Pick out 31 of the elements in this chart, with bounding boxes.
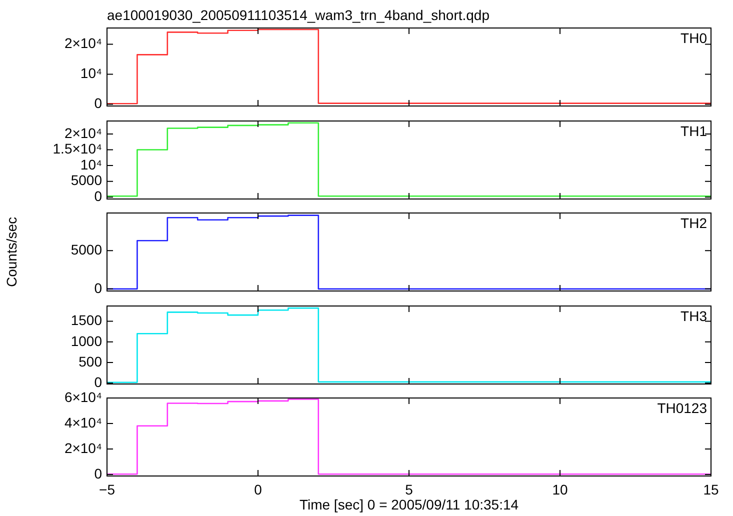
y-tick-label: 0 — [94, 466, 102, 482]
y-tick-label: 10⁴ — [80, 65, 102, 82]
y-tick-label: 2×10⁴ — [64, 440, 102, 456]
y-tick-label: 5000 — [70, 242, 102, 258]
y-tick-label: 5000 — [70, 172, 102, 188]
y-tick-label: 0 — [94, 95, 102, 112]
text: TH3 — [680, 308, 708, 324]
text: TH0 — [680, 30, 708, 46]
y-tick-label: 0 — [94, 280, 102, 296]
y-tick-label: 10⁴ — [80, 156, 102, 172]
x-axis-title: Time [sec] 0 = 2005/09/11 10:35:14 — [299, 496, 519, 513]
text: TH0123 — [657, 400, 708, 416]
x-tick-label: 0 — [254, 482, 262, 498]
y-tick-label: 2×10⁴ — [64, 124, 102, 140]
y-tick-label: 0 — [94, 374, 102, 390]
y-tick-label: 1500 — [70, 312, 102, 328]
x-tick-label: 15 — [703, 482, 719, 498]
chart-title: ae100019030_20050911103514_wam3_trn_4band_short.qdp — [107, 6, 490, 23]
y-tick-label: 1.5×10⁴ — [52, 140, 102, 156]
y-tick-label: 2×10⁴ — [64, 35, 102, 52]
y-tick-label: 0 — [94, 188, 102, 204]
y-tick-label: 4×10⁴ — [64, 414, 102, 431]
y-axis-title: Counts/sec — [3, 217, 20, 288]
text: TH1 — [680, 122, 708, 138]
x-tick-label: −5 — [99, 482, 116, 498]
y-tick-label: 500 — [78, 353, 102, 370]
y-tick-label: 1000 — [70, 332, 102, 349]
text: TH2 — [680, 215, 708, 232]
x-tick-label: 10 — [552, 482, 568, 498]
y-tick-label: 6×10⁴ — [64, 389, 102, 406]
x-tick-label: 5 — [405, 482, 414, 498]
